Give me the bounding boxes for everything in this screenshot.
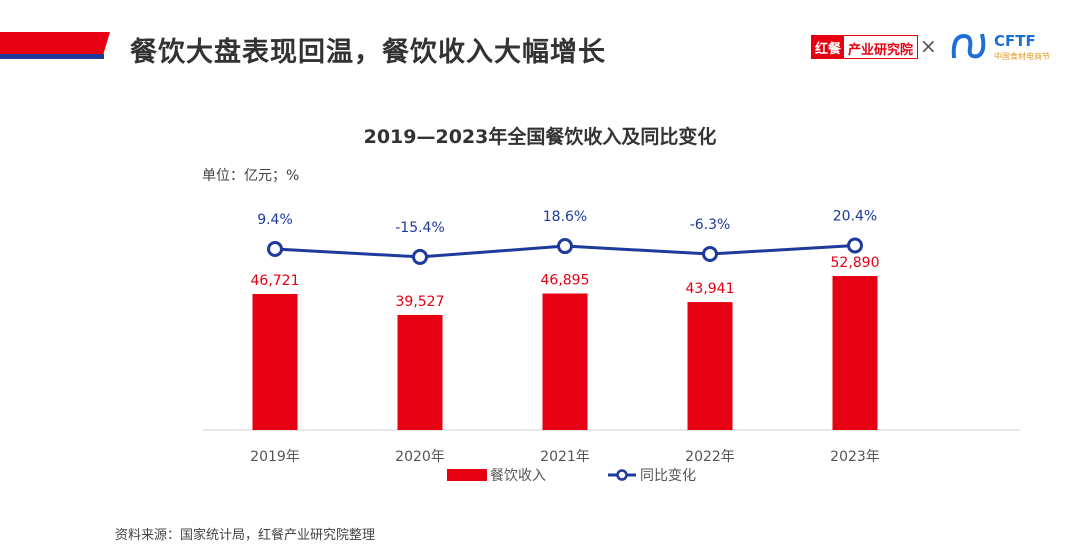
cftf-logo: CFTF 中国食材电商节 — [951, 32, 1050, 61]
header-red-band — [0, 32, 110, 54]
yoy-label: -15.4% — [395, 220, 445, 236]
legend-bar-label: 餐饮收入 — [490, 468, 546, 484]
chart-title: 2019—2023年全国餐饮收入及同比变化 — [363, 126, 717, 148]
bar-2022年 — [687, 302, 733, 430]
bar-label: 46,895 — [541, 272, 590, 288]
x-tick-label: 2020年 — [395, 449, 445, 465]
bar-2020年 — [397, 314, 443, 430]
page-title: 餐饮大盘表现回温，餐饮收入大幅增长 — [130, 37, 606, 68]
yoy-point — [267, 240, 283, 257]
bar-label: 43,941 — [686, 281, 735, 297]
bar-2023年 — [832, 276, 878, 430]
yoy-label: -6.3% — [690, 217, 731, 233]
bar-2021年 — [542, 293, 588, 430]
svg-text:CFTF: CFTF — [994, 32, 1036, 50]
yoy-label: 20.4% — [833, 208, 877, 224]
legend-bar-swatch — [447, 469, 487, 481]
header-blue-band — [0, 54, 104, 59]
bar-label: 52,890 — [831, 255, 880, 271]
bar-label: 39,527 — [396, 294, 445, 310]
times-sign: × — [920, 34, 937, 58]
legend-line-label: 同比变化 — [640, 468, 696, 484]
x-tick-label: 2021年 — [540, 449, 590, 465]
yoy-label: 18.6% — [543, 209, 587, 225]
yoy-point — [702, 246, 718, 263]
yoy-point — [412, 248, 428, 265]
yoy-point — [557, 238, 573, 255]
hongcan-logo: 红餐 产业研究院 — [811, 35, 919, 59]
yoy-point — [847, 237, 863, 254]
bar-2019年 — [252, 294, 298, 430]
unit-label: 单位：亿元；% — [202, 168, 300, 184]
source-note: 资料来源：国家统计局，红餐产业研究院整理 — [115, 528, 376, 543]
yoy-label: 9.4% — [257, 212, 293, 228]
x-tick-label: 2023年 — [830, 449, 880, 465]
x-tick-label: 2019年 — [250, 449, 300, 465]
x-tick-label: 2022年 — [685, 449, 735, 465]
bar-label: 46,721 — [251, 273, 300, 289]
svg-text:中国食材电商节: 中国食材电商节 — [994, 51, 1050, 61]
legend-line-marker — [616, 469, 628, 481]
